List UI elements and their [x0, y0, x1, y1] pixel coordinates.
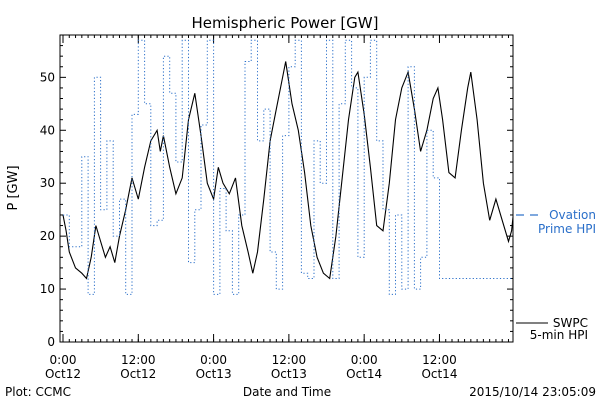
x-axis: 0:00Oct1212:00Oct120:00Oct1312:00Oct130:… [45, 35, 509, 381]
x-tick-label-time: 12:00 [272, 353, 307, 367]
x-tick-label-date: Oct13 [196, 367, 232, 381]
x-tick-label-date: Oct14 [346, 367, 382, 381]
y-axis-label: P [GW] [6, 165, 21, 210]
y-tick-label: 30 [40, 176, 55, 190]
series-layer [62, 39, 513, 295]
x-tick-label-time: 12:00 [422, 353, 457, 367]
legend-label-ovation: Prime HPI [538, 222, 596, 236]
x-tick-label-date: Oct12 [45, 367, 81, 381]
y-tick-label: 40 [40, 123, 55, 137]
x-tick-label-time: 0:00 [200, 353, 227, 367]
x-tick-label-date: Oct13 [271, 367, 307, 381]
x-tick-label-time: 0:00 [351, 353, 378, 367]
legend-label-ovation: Ovation [549, 208, 596, 222]
plot-timestamp: 2015/10/14 23:05:09 [469, 385, 596, 399]
y-axis: 0 10 20 30 40 50 [40, 34, 513, 349]
y-tick-label: 50 [40, 70, 55, 84]
x-tick-label-time: 12:00 [121, 353, 156, 367]
legend-label-swpc: 5-min HPI [530, 328, 588, 342]
legend-label-swpc: SWPC [553, 316, 588, 330]
series-ovation-prime-hpi [63, 39, 513, 295]
x-axis-label: Date and Time [243, 385, 331, 399]
series-swpc-hpi [62, 61, 513, 280]
y-tick-label: 20 [40, 229, 55, 243]
y-tick-label: 10 [40, 282, 55, 296]
plot-credit: Plot: CCMC [5, 385, 71, 399]
chart-title: Hemispheric Power [GW] [192, 14, 379, 32]
y-tick-label: 0 [47, 335, 55, 349]
x-tick-label-date: Oct12 [120, 367, 156, 381]
x-tick-label-time: 0:00 [50, 353, 77, 367]
plot-frame [59, 34, 514, 343]
x-tick-label-date: Oct14 [421, 367, 457, 381]
